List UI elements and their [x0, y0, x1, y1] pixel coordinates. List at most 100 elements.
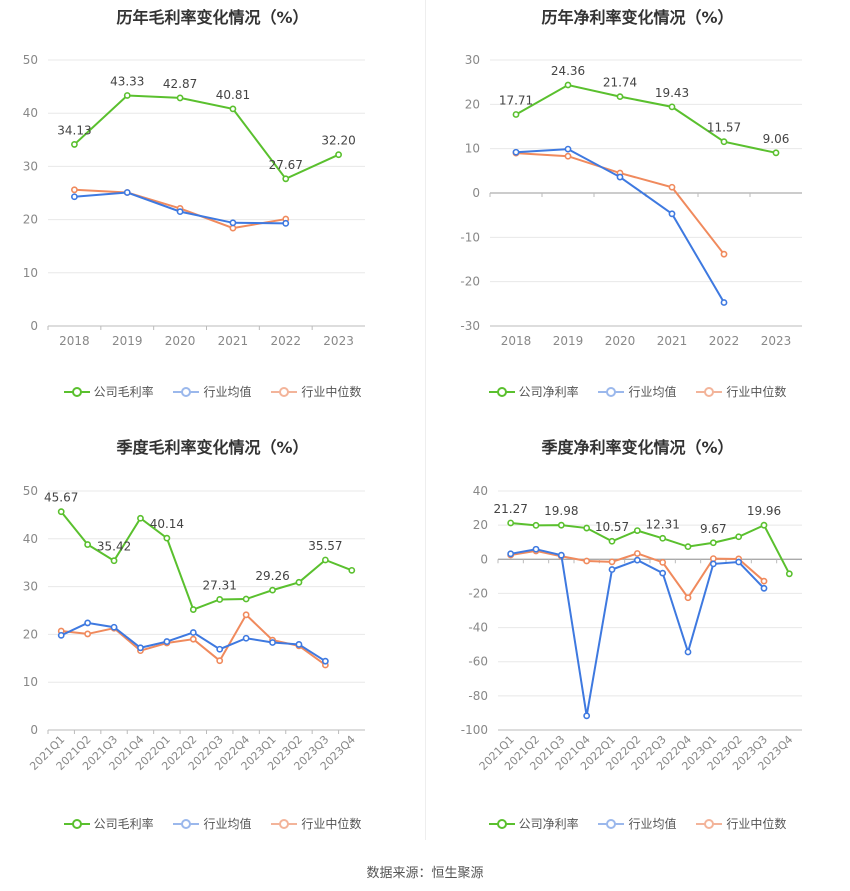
data-point — [709, 555, 717, 563]
y-tick-label: 20 — [473, 518, 488, 532]
y-tick-label: -10 — [460, 230, 480, 244]
legend-line-marker-icon — [598, 386, 625, 398]
data-point — [348, 566, 356, 574]
data-point — [557, 551, 565, 559]
data-point — [684, 648, 692, 656]
legend-item-company[interactable]: 公司毛利率 — [63, 815, 154, 832]
y-tick-label: 10 — [23, 675, 38, 689]
data-point — [335, 151, 342, 159]
data-point — [760, 521, 768, 529]
x-tick-label: 2020 — [605, 334, 636, 348]
legend-item-company[interactable]: 公司净利率 — [488, 383, 579, 400]
data-point — [684, 543, 692, 551]
chart-plot: -100-80-60-40-20020402021Q12021Q22021Q32… — [461, 484, 802, 773]
data-point — [216, 596, 224, 603]
y-tick-label: -100 — [461, 723, 488, 737]
data-label: 24.36 — [551, 64, 585, 78]
data-point — [189, 606, 197, 613]
data-label: 42.87 — [163, 77, 197, 91]
legend-line-marker-icon — [696, 386, 723, 398]
legend-item-industry-median[interactable]: 行业中位数 — [271, 383, 361, 400]
data-point — [532, 521, 540, 529]
chart-title: 季度净利率变化情况（%） — [541, 438, 734, 457]
y-tick-label: 0 — [30, 319, 38, 333]
legend-item-industry-mean[interactable]: 行业均值 — [598, 383, 677, 400]
legend-line-marker-icon — [696, 818, 723, 830]
legend-item-industry-mean[interactable]: 行业均值 — [173, 383, 252, 400]
data-label: 21.74 — [603, 76, 637, 90]
chart-title: 历年毛利率变化情况（%） — [116, 8, 309, 27]
x-tick-label: 2021 — [218, 334, 249, 348]
data-point — [137, 514, 144, 522]
data-point — [216, 657, 224, 665]
data-point — [735, 533, 743, 541]
legend-line-marker-icon — [488, 818, 515, 830]
data-point — [616, 173, 624, 181]
chart-quarterly-net-margin: 季度净利率变化情况（%） -100 -80 -60 -40 -20 0 20 40 2021Q1… — [425, 430, 850, 860]
legend-item-industry-median[interactable]: 行业中位数 — [696, 383, 786, 400]
legend-item-company[interactable]: 公司净利率 — [488, 815, 579, 832]
data-point — [71, 141, 78, 148]
data-point — [242, 595, 250, 603]
data-point — [84, 630, 92, 638]
y-tick-label: 0 — [30, 723, 38, 737]
data-label: 11.57 — [707, 121, 741, 135]
legend-line-marker-icon — [173, 386, 200, 398]
chart-plot: 0 10 20 30 40 50 2018 2019 2020 2021 2022 2023 34.13… — [23, 53, 365, 348]
data-point — [512, 148, 520, 156]
y-tick-label: 40 — [473, 484, 488, 498]
data-label: 10.57 — [595, 520, 629, 534]
data-point — [512, 111, 520, 118]
series-line-1 — [510, 548, 765, 717]
legend-item-company[interactable]: 公司毛利率 — [63, 383, 154, 400]
chart-legend: 公司净利率 行业均值 行业中位数 — [425, 815, 850, 833]
data-point — [760, 577, 768, 585]
data-point — [189, 635, 197, 643]
legend-item-industry-median[interactable]: 行业中位数 — [271, 815, 361, 832]
data-point — [137, 644, 144, 652]
series-line-2 — [515, 152, 725, 255]
data-point — [229, 105, 237, 113]
x-tick-label: 2019 — [553, 334, 584, 348]
legend-item-industry-mean[interactable]: 行业均值 — [598, 815, 677, 832]
data-point — [564, 152, 572, 160]
x-tick-label: 2023 — [323, 334, 354, 348]
data-label: 27.67 — [269, 158, 303, 172]
y-tick-label: 0 — [472, 186, 480, 200]
data-point — [668, 103, 676, 111]
y-tick-label: -80 — [468, 689, 488, 703]
y-tick-label: 50 — [23, 484, 38, 498]
chart-legend: 公司净利率 行业均值 行业中位数 — [425, 383, 850, 401]
y-tick-label: -20 — [460, 275, 480, 289]
data-label: 19.96 — [747, 504, 781, 518]
legend-item-industry-mean[interactable]: 行业均值 — [173, 815, 252, 832]
y-tick-label: 30 — [23, 580, 38, 594]
legend-item-industry-median[interactable]: 行业中位数 — [696, 815, 786, 832]
x-tick-label: 2018 — [59, 334, 90, 348]
data-point — [229, 224, 237, 232]
y-tick-label: -30 — [460, 319, 480, 333]
data-point — [608, 537, 616, 545]
chart-legend: 公司毛利率 行业均值 行业中位数 — [0, 815, 425, 833]
data-label: 40.14 — [150, 517, 184, 531]
legend-line-marker-icon — [271, 386, 298, 398]
data-point — [608, 558, 616, 566]
data-label: 40.81 — [216, 88, 250, 102]
y-tick-label: -40 — [468, 621, 488, 635]
y-tick-label: 30 — [23, 159, 38, 173]
data-point — [176, 94, 184, 102]
data-point — [57, 508, 65, 516]
data-point — [583, 557, 591, 565]
chart-annual-net-margin: 历年净利率变化情况（%） -30 -20 -10 0 10 20 30 2018 2019 202… — [425, 0, 850, 430]
data-point — [163, 534, 171, 542]
data-point — [583, 712, 591, 720]
data-point — [269, 586, 276, 594]
data-point — [282, 175, 290, 183]
x-tick-label: 2020 — [165, 334, 196, 348]
series-line-0 — [60, 511, 353, 611]
data-point — [633, 556, 641, 564]
data-point — [123, 189, 131, 196]
legend-line-marker-icon — [271, 818, 298, 830]
data-point — [709, 560, 717, 568]
data-point — [709, 539, 717, 547]
